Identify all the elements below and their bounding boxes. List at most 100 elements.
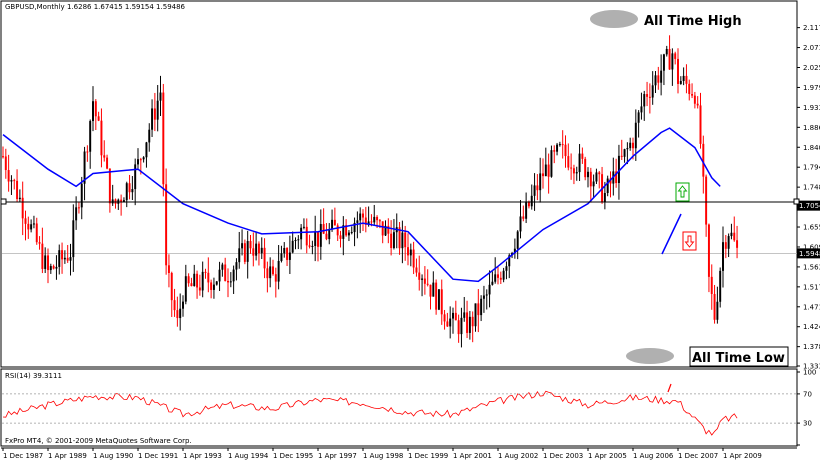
candle-body (482, 295, 485, 299)
candle-body (736, 240, 739, 248)
candle-body (401, 232, 404, 249)
candle-body (662, 54, 665, 71)
candle-body (235, 262, 238, 270)
candle-body (97, 116, 100, 121)
y-tick-label: 1.33390 (803, 363, 820, 371)
candle-body (665, 48, 668, 55)
candle-body (660, 70, 663, 83)
candle-body (539, 173, 542, 191)
candle-body (587, 171, 589, 178)
x-tick-label: 1 Apr 2005 (588, 452, 627, 460)
candle-body (72, 220, 75, 258)
candle-body (561, 144, 564, 146)
candle-body (460, 317, 463, 335)
candle-body (724, 242, 727, 249)
candle-body (733, 232, 736, 241)
x-tick-label: 1 Apr 2009 (723, 452, 762, 460)
x-tick-label: 1 Aug 1990 (93, 452, 133, 460)
candle-body (468, 316, 471, 333)
candle-body (699, 105, 702, 144)
candle-body (148, 129, 151, 143)
x-tick-label: 1 Dec 2007 (678, 452, 718, 460)
candle-body (142, 157, 145, 160)
trend-line[interactable] (661, 213, 682, 255)
candle-body (221, 264, 224, 270)
candle-body (674, 53, 677, 59)
candle-body (398, 227, 401, 249)
y-tick-label: 1.88690 (803, 124, 820, 132)
y-axis: 2.11790 2.07170 2.02550 1.97930 1.93310 1.886… (2, 24, 820, 446)
candle-body (325, 233, 328, 240)
candle-body (30, 224, 33, 230)
candle-body (300, 227, 303, 240)
candle-body (407, 247, 409, 256)
candle-body (308, 245, 311, 247)
candle-body (570, 167, 573, 169)
candle-body (120, 199, 123, 203)
candle-body (387, 225, 390, 234)
y-tick-label: 1.47110 (803, 303, 820, 311)
candle-body (128, 183, 131, 193)
candle-body (156, 100, 159, 120)
price-level-handle-right[interactable] (793, 198, 800, 205)
candle-body (547, 164, 550, 177)
x-tick-label: 1 Aug 1994 (228, 452, 269, 460)
candle-body (198, 287, 201, 291)
candle-body (502, 270, 505, 280)
candle-body (134, 164, 137, 190)
candle-body (432, 282, 435, 297)
candle-body (713, 293, 716, 320)
candle-body (322, 224, 325, 234)
y-tick-label: 1.93310 (803, 104, 820, 112)
x-tick-label: 1 Apr 2001 (453, 452, 492, 460)
candle-body (16, 180, 19, 200)
candle-body (572, 168, 575, 174)
price-level-handle-left[interactable] (0, 198, 7, 205)
candle-body (336, 225, 339, 236)
candle-body (449, 318, 452, 327)
candle-body (18, 197, 21, 200)
candle-body (693, 95, 696, 104)
candle-body (446, 321, 449, 327)
candle-body (249, 241, 252, 249)
candle-body (47, 255, 49, 271)
candle-body (252, 248, 255, 256)
candle-body (533, 185, 536, 196)
moving-average-line (2, 127, 721, 283)
candle-body (527, 201, 530, 207)
y-tick-label: 1.84070 (803, 144, 820, 152)
candle-body (266, 268, 269, 279)
up-arrow-icon[interactable] (675, 182, 690, 202)
candle-body (229, 281, 232, 283)
rsi-tick-label: 70 (803, 390, 812, 398)
candle-body (345, 225, 348, 236)
y-tick-label: 1.51730 (803, 283, 820, 291)
candle-body (727, 236, 730, 249)
x-tick-label: 1 Dec 2003 (543, 452, 583, 460)
candle-body (170, 272, 173, 301)
down-arrow-icon[interactable] (682, 231, 697, 251)
candle-body (13, 180, 16, 182)
x-tick-label: 1 Aug 2006 (633, 452, 674, 460)
candle-body (550, 150, 553, 177)
candle-body (513, 248, 516, 254)
candle-body (508, 255, 511, 267)
candle-body (193, 273, 196, 287)
candle-body (651, 85, 654, 98)
candle-body (286, 248, 289, 260)
copyright-label: FxPro MT4, © 2001-2009 MetaQuotes Softwa… (5, 437, 192, 445)
candle-body (584, 158, 587, 178)
candle-body (80, 183, 83, 208)
candle-body (620, 155, 623, 157)
candle-body (274, 274, 277, 282)
candle-body (246, 241, 249, 262)
candle-body (224, 264, 227, 281)
rsi-line (2, 390, 738, 436)
candle-body (356, 220, 359, 223)
candle-body (581, 153, 584, 159)
candle-body (131, 189, 134, 193)
candle-body (440, 289, 443, 315)
candle-body (238, 248, 241, 263)
candle-body (553, 150, 556, 152)
